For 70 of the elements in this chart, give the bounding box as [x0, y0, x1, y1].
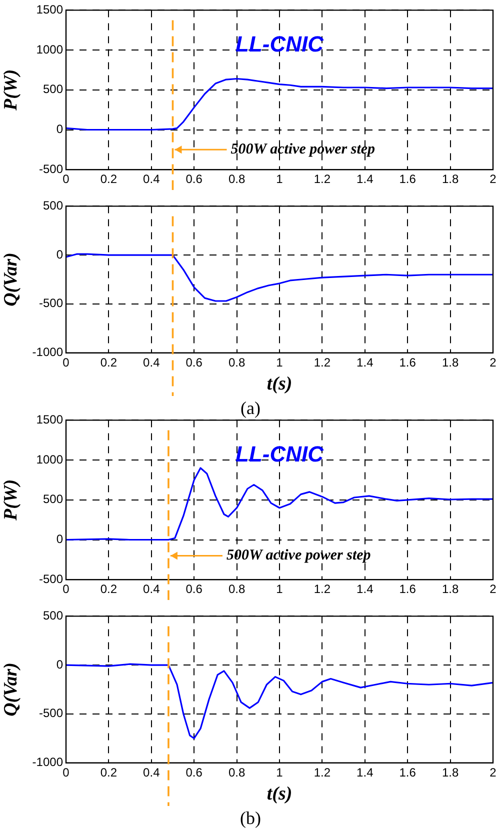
annotation: LL-CNIC: [236, 31, 325, 56]
y-tick-label: -500: [38, 296, 64, 310]
annotation: LL-CNIC: [236, 441, 325, 466]
x-tick-label: 1.8: [442, 172, 459, 186]
x-tick-label: 1.4: [356, 172, 374, 186]
y-tick-label: 0: [56, 532, 64, 546]
x-tick-label: 2: [490, 765, 497, 780]
x-tick-label: 1: [276, 355, 284, 370]
y-tick-label: -1000: [32, 755, 64, 770]
x-tick-label: 2: [490, 172, 497, 186]
x-tick-label: 0.8: [228, 582, 246, 596]
x-tick-label: 1.2: [314, 582, 331, 596]
x-tick-label: 1.6: [399, 582, 416, 596]
y-tick-label: 1000: [36, 42, 64, 56]
y-tick-label: 500: [42, 82, 64, 96]
y-tick-label: 500: [42, 198, 64, 213]
y-tick-label: 1500: [36, 2, 64, 17]
x-tick-label: 0.2: [100, 172, 118, 186]
x-tick-label: 1.4: [356, 355, 374, 370]
x-tick-label: 0.2: [100, 355, 118, 370]
x-tick-label: 1.6: [399, 355, 416, 370]
annotation: 500W active power step: [226, 548, 372, 564]
x-tick-label: 1.2: [314, 172, 331, 186]
x-tick-label: 1.8: [442, 765, 459, 780]
x-tick-label: 0.6: [186, 172, 203, 186]
x-tick-label: 1.6: [399, 765, 416, 780]
x-tick-label: 2: [490, 582, 497, 596]
x-axis-title: t(s): [266, 784, 292, 805]
x-tick-label: 0.2: [100, 765, 118, 780]
x-tick-label: 1.2: [314, 765, 331, 780]
x-tick-label: 1.4: [356, 582, 374, 596]
x-tick-label: 0.4: [143, 582, 160, 596]
x-tick-label: 0.6: [186, 355, 203, 370]
x-tick-label: 0.8: [228, 355, 246, 370]
y-tick-label: -1000: [32, 345, 64, 360]
y-tick-label: 500: [42, 492, 64, 506]
y-axis-title: Q(Var): [0, 662, 22, 716]
x-tick-label: 1.4: [356, 765, 374, 780]
y-tick-label: 0: [56, 122, 64, 136]
x-tick-label: 2: [490, 355, 497, 370]
x-tick-label: 0.6: [186, 765, 203, 780]
y-tick-label: 0: [56, 247, 64, 262]
x-tick-label: 1: [276, 172, 284, 186]
y-tick-label: -500: [38, 706, 64, 720]
y-tick-label: 1500: [36, 412, 64, 427]
x-tick-label: 0.4: [143, 765, 160, 780]
y-tick-label: 0: [56, 657, 64, 672]
x-tick-label: 0.8: [228, 765, 246, 780]
y-tick-label: -500: [38, 162, 64, 176]
x-tick-label: 0.6: [186, 582, 203, 596]
x-tick-label: 1: [276, 765, 284, 780]
x-tick-label: 1.8: [442, 355, 459, 370]
y-tick-label: 500: [42, 608, 64, 623]
y-tick-label: 1000: [36, 452, 64, 466]
x-tick-label: 1.2: [314, 355, 331, 370]
text: (a): [240, 398, 260, 418]
x-tick-label: 1.8: [442, 582, 459, 596]
y-axis-title: Q(Var): [0, 252, 22, 306]
text: (b): [239, 808, 262, 829]
y-axis-title: P(W): [0, 479, 22, 522]
y-axis-title: P(W): [0, 69, 22, 112]
x-tick-label: 0.2: [100, 582, 118, 596]
annotation: 500W active power step: [230, 142, 376, 158]
x-tick-label: 0.4: [143, 355, 160, 370]
x-tick-label: 0.4: [143, 172, 160, 186]
x-tick-label: 1: [276, 582, 284, 596]
x-tick-label: 0.8: [228, 172, 246, 186]
x-axis-title: t(s): [266, 374, 292, 395]
x-tick-label: 1.6: [399, 172, 416, 186]
y-tick-label: -500: [38, 572, 64, 586]
